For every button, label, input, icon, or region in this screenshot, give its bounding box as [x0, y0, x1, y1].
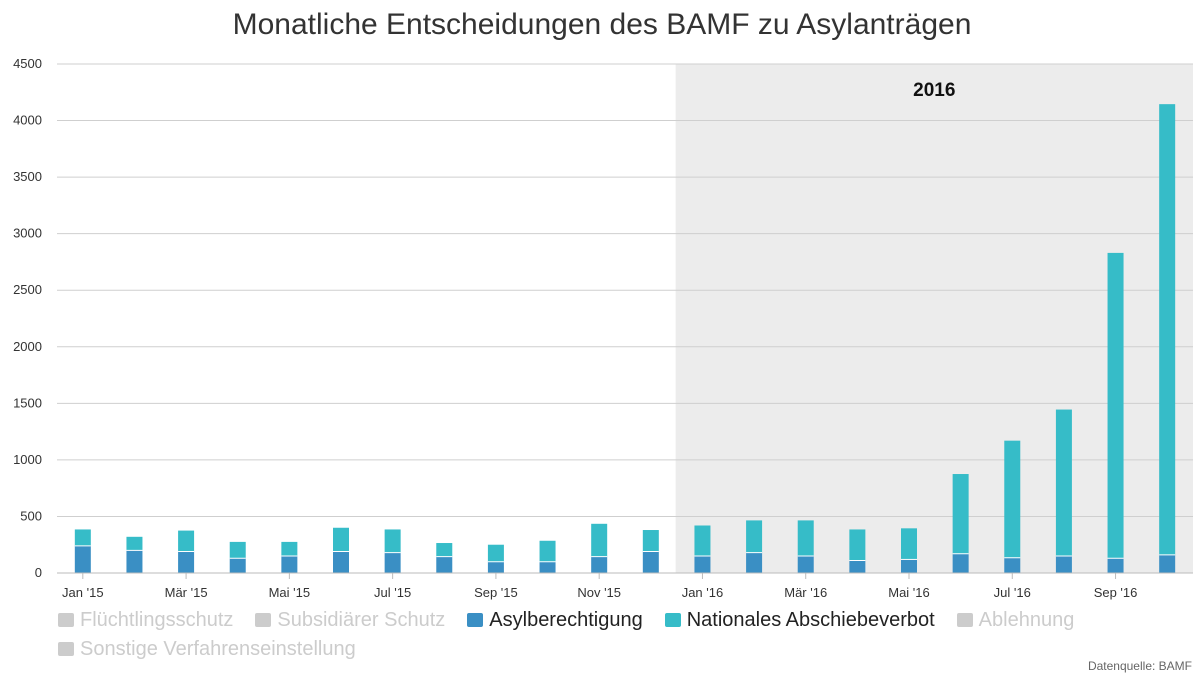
bar-asylberechtigung-18[interactable] [1004, 557, 1021, 573]
bar-nationales-abschiebeverbot-16[interactable] [901, 528, 917, 560]
y-tick-label: 500 [20, 508, 42, 523]
legend-item-sonstige-verfahrenseinstellung[interactable]: Sonstige Verfahrenseinstellung [58, 635, 356, 663]
bar-asylberechtigung-5[interactable] [333, 551, 349, 573]
bar-asylberechtigung-19[interactable] [1055, 556, 1072, 573]
x-tick-label: Mär '16 [784, 585, 827, 600]
highlight-band-label: 2016 [913, 80, 955, 101]
x-tick-label: Jul '16 [994, 585, 1031, 600]
bar-nationales-abschiebeverbot-1[interactable] [126, 536, 143, 551]
chart-title: Monatliche Entscheidungen des BAMF zu As… [232, 8, 972, 41]
bar-nationales-abschiebeverbot-3[interactable] [229, 541, 246, 559]
bar-nationales-abschiebeverbot-15[interactable] [849, 529, 866, 561]
x-tick-label: Jul '15 [374, 585, 411, 600]
legend-label: Sonstige Verfahrenseinstellung [80, 638, 356, 660]
bar-asylberechtigung-12[interactable] [694, 556, 711, 573]
bar-asylberechtigung-11[interactable] [642, 551, 659, 573]
bar-nationales-abschiebeverbot-12[interactable] [694, 525, 711, 557]
legend-swatch [255, 613, 272, 627]
x-tick-label: Jan '16 [682, 585, 724, 600]
x-tick-label: Sep '16 [1094, 585, 1138, 600]
x-tick-label: Mai '16 [888, 585, 930, 600]
y-tick-label: 1500 [13, 395, 42, 410]
source-note: Datenquelle: BAMF [1087, 659, 1192, 673]
x-tick-label: Mai '15 [269, 585, 311, 600]
y-tick-label: 3500 [13, 169, 42, 184]
x-tick-label: Mär '15 [165, 585, 208, 600]
bar-nationales-abschiebeverbot-14[interactable] [797, 520, 814, 557]
bar-asylberechtigung-6[interactable] [384, 552, 401, 573]
legend-swatch [664, 613, 681, 627]
y-tick-label: 3000 [13, 226, 42, 241]
legend-swatch [467, 613, 484, 627]
y-tick-label: 0 [35, 565, 42, 580]
bar-asylberechtigung-20[interactable] [1107, 558, 1124, 573]
bar-nationales-abschiebeverbot-21[interactable] [1159, 104, 1176, 555]
bar-asylberechtigung-13[interactable] [746, 552, 763, 573]
bar-nationales-abschiebeverbot-5[interactable] [333, 527, 349, 552]
chart-canvas: 2016 0 500 1000 1500 2000 2500 3000 3500 4000 450… [13, 56, 1193, 600]
legend-item-asylberechtigung[interactable]: Asylberechtigung [467, 606, 643, 634]
bar-nationales-abschiebeverbot-0[interactable] [74, 529, 91, 546]
legend-item-flüchtlingsschutz[interactable]: Flüchtlingsschutz [58, 606, 233, 634]
x-tick-label: Nov '15 [577, 585, 621, 600]
bar-nationales-abschiebeverbot-18[interactable] [1004, 440, 1021, 558]
legend-label: Asylberechtigung [489, 609, 643, 631]
bar-nationales-abschiebeverbot-13[interactable] [746, 520, 763, 553]
bar-asylberechtigung-17[interactable] [952, 553, 969, 573]
legend-label: Ablehnung [978, 609, 1075, 631]
legend-item-subsidiärer-schutz[interactable]: Subsidiärer Schutz [255, 606, 445, 634]
bar-asylberechtigung-21[interactable] [1159, 554, 1176, 573]
highlight-band-2016 [675, 64, 1193, 573]
bar-nationales-abschiebeverbot-20[interactable] [1107, 252, 1124, 559]
bar-asylberechtigung-7[interactable] [436, 556, 453, 573]
bar-asylberechtigung-3[interactable] [229, 558, 246, 573]
legend-item-ablehnung[interactable]: Ablehnung [956, 606, 1075, 634]
legend-item-nationales-abschiebeverbot[interactable]: Nationales Abschiebeverbot [664, 606, 935, 634]
x-tick-label: Sep '15 [474, 585, 518, 600]
bar-asylberechtigung-14[interactable] [797, 556, 814, 573]
y-tick-label: 4500 [13, 56, 42, 71]
y-tick-label: 2000 [13, 339, 42, 354]
y-tick-label: 4000 [13, 113, 42, 128]
bar-asylberechtigung-16[interactable] [901, 559, 917, 573]
y-tick-label: 2500 [13, 282, 42, 297]
bar-nationales-abschiebeverbot-11[interactable] [642, 530, 659, 552]
bar-nationales-abschiebeverbot-7[interactable] [436, 543, 453, 557]
bar-nationales-abschiebeverbot-2[interactable] [178, 530, 195, 552]
bar-nationales-abschiebeverbot-17[interactable] [952, 474, 969, 554]
bar-asylberechtigung-2[interactable] [178, 551, 195, 573]
legend-label: Nationales Abschiebeverbot [686, 609, 935, 631]
bar-nationales-abschiebeverbot-9[interactable] [539, 540, 556, 562]
x-tick-label: Jan '15 [62, 585, 104, 600]
bar-asylberechtigung-4[interactable] [281, 556, 298, 573]
legend-label: Subsidiärer Schutz [277, 609, 446, 631]
bar-nationales-abschiebeverbot-10[interactable] [591, 523, 608, 557]
bar-nationales-abschiebeverbot-6[interactable] [384, 529, 401, 553]
legend-swatch [58, 613, 74, 627]
bar-asylberechtigung-9[interactable] [539, 561, 556, 573]
bar-asylberechtigung-15[interactable] [849, 560, 866, 573]
bar-asylberechtigung-1[interactable] [126, 550, 143, 573]
legend-label: Flüchtlingsschutz [80, 609, 234, 631]
bar-asylberechtigung-8[interactable] [487, 561, 504, 573]
bar-asylberechtigung-0[interactable] [74, 545, 91, 573]
bar-nationales-abschiebeverbot-4[interactable] [281, 541, 298, 557]
y-tick-label: 1000 [13, 452, 42, 467]
bar-nationales-abschiebeverbot-19[interactable] [1055, 409, 1072, 557]
legend-swatch [956, 613, 973, 627]
legend-swatch [58, 642, 74, 656]
legend: Flüchtlingsschutz Subsidiärer Schutz Asylb… [58, 606, 1178, 664]
bar-asylberechtigung-10[interactable] [591, 556, 608, 573]
bar-nationales-abschiebeverbot-8[interactable] [487, 544, 504, 562]
